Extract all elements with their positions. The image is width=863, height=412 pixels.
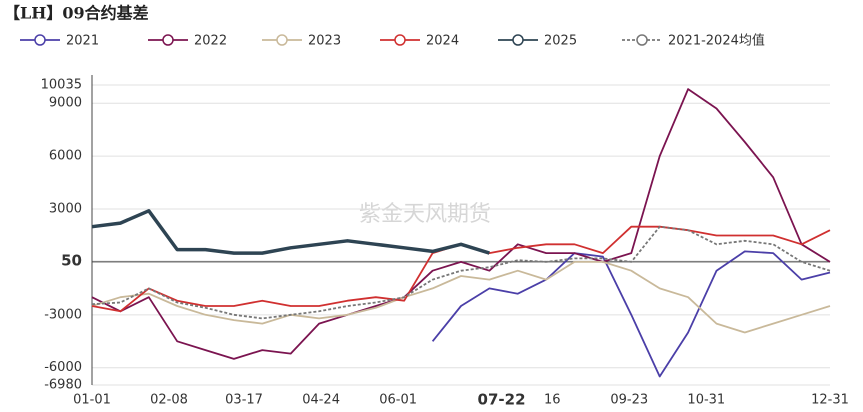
legend-label: 2022 — [194, 34, 227, 49]
legend-label: 2023 — [308, 34, 341, 49]
series-line — [91, 209, 490, 255]
chart-title: 【LH】09合约基差 — [4, 4, 149, 23]
y-tick-label: -6980 — [44, 378, 82, 393]
x-tick-label: 09-23 — [610, 393, 648, 408]
y-tick-label: -6000 — [44, 360, 82, 375]
x-tick-label: 07-22 — [478, 391, 526, 409]
legend-marker — [512, 34, 524, 46]
y-tick-label: 10035 — [41, 78, 82, 93]
x-tick-label: 06-01 — [379, 393, 417, 408]
x-tick-label: 02-08 — [150, 393, 188, 408]
x-tick-label: 03-17 — [225, 393, 263, 408]
series-line — [91, 88, 831, 360]
legend-marker — [636, 34, 648, 46]
x-tick-label: 04-24 — [302, 393, 340, 408]
y-tick-label: 50 — [61, 252, 82, 270]
series-line — [91, 225, 831, 320]
y-tick-label: 3000 — [49, 202, 82, 217]
y-tick-label: 9000 — [49, 96, 82, 111]
legend-label: 2025 — [544, 34, 577, 49]
legend-marker — [34, 34, 46, 46]
x-tick-label: 10-31 — [687, 393, 725, 408]
legend-label: 2021-2024均值 — [668, 33, 765, 49]
legend-marker — [394, 34, 406, 46]
x-tick-label: 01-01 — [73, 393, 111, 408]
y-tick-label: 6000 — [49, 149, 82, 164]
watermark: 紫金天风期货 — [359, 202, 491, 227]
legend-label: 2024 — [426, 34, 459, 49]
legend-label: 2021 — [66, 34, 99, 49]
x-tick-label: 12-31 — [811, 393, 849, 408]
legend-marker — [162, 34, 174, 46]
series-line — [431, 250, 831, 378]
legend-marker — [276, 34, 288, 46]
series-line — [91, 261, 831, 334]
y-tick-label: -3000 — [44, 307, 82, 322]
x-tick-label: 16 — [544, 393, 561, 408]
